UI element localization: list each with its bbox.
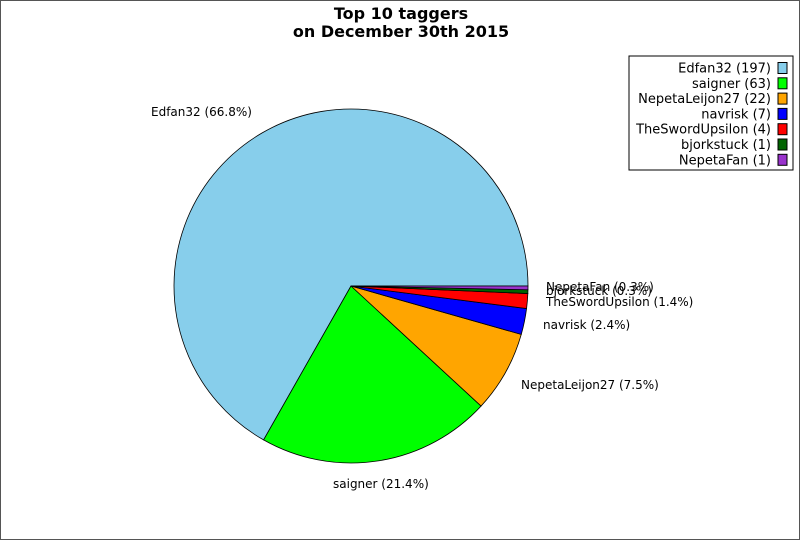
slice-labels: Edfan32 (66.8%) saigner (21.4%) NepetaLeij… [151, 105, 693, 491]
slice-label-navrisk: navrisk (2.4%) [543, 318, 630, 332]
pie-slices [173, 108, 529, 464]
legend: Edfan32 (197)saigner (63)NepetaLeijon27 … [628, 55, 794, 171]
legend-swatch-navrisk [777, 107, 788, 120]
legend-swatch-theswordupsilon [777, 123, 788, 136]
legend-box [628, 55, 794, 171]
slice-label-nepetaleijon27: NepetaLeijon27 (7.5%) [521, 378, 659, 392]
pie-slice-nepetafan [350, 285, 529, 291]
legend-swatch-nepetafan [777, 153, 788, 166]
legend-label-navrisk: navrisk (7) [701, 107, 771, 122]
legend-swatch-saigner [777, 77, 788, 90]
legend-label-theswordupsilon: TheSwordUpsilon (4) [635, 123, 771, 138]
slice-label-bjorkstuck: bjorkstuck (0.3%) [546, 284, 652, 298]
legend-label-edfan32: Edfan32 (197) [678, 62, 771, 77]
slice-label-nepetafan: NepetaFan (0.3%) [546, 280, 654, 294]
slice-label-saigner: saigner (21.4%) [333, 477, 429, 491]
legend-label-nepetaleijon27: NepetaLeijon27 (22) [638, 92, 771, 107]
slice-label-edfan32: Edfan32 (66.8%) [151, 105, 252, 119]
chart-title-line2: on December 30th 2015 [293, 22, 509, 41]
chart-title-line1: Top 10 taggers [334, 4, 468, 23]
legend-swatch-bjorkstuck [777, 138, 788, 151]
legend-swatch-nepetaleijon27 [777, 92, 788, 105]
legend-swatch-edfan32 [777, 62, 788, 74]
pie-slice-edfan32 [173, 108, 529, 441]
legend-label-bjorkstuck: bjorkstuck (1) [681, 138, 771, 153]
slice-label-theswordupsilon: TheSwordUpsilon (1.4%) [545, 295, 693, 309]
legend-label-nepetafan: NepetaFan (1) [679, 153, 771, 168]
pie-slice-saigner [263, 285, 482, 464]
legend-label-saigner: saigner (63) [692, 77, 771, 92]
